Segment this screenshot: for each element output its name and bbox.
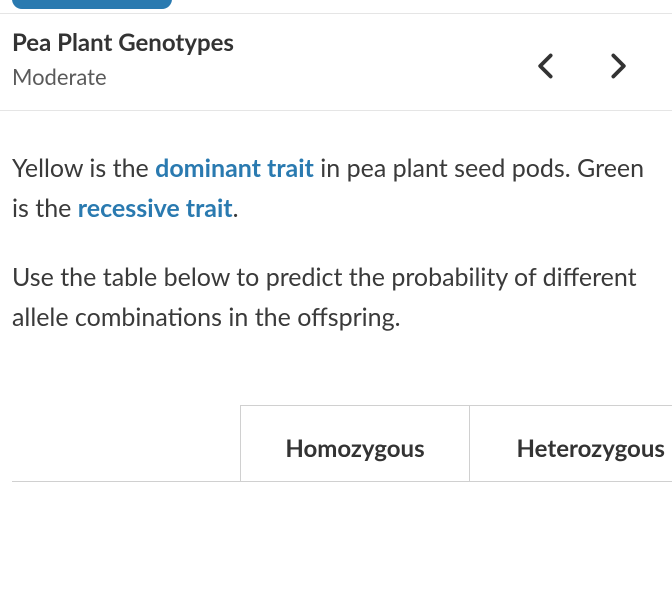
dominant-trait-link[interactable]: dominant trait [155,153,314,183]
paragraph-2: Use the table below to predict the proba… [12,258,660,337]
chevron-right-icon [604,52,632,80]
table-blank-header [12,406,240,482]
question-title: Pea Plant Genotypes [12,28,532,57]
question-body: Yellow is the dominant trait in pea plan… [0,111,672,337]
genotype-table-wrap: Homozygous Heterozygous [12,405,672,482]
question-header: Pea Plant Genotypes Moderate [0,14,672,111]
p1-pre: Yellow is the [12,153,155,183]
table-col-heterozygous: Heterozygous [470,406,672,482]
table-col-homozygous: Homozygous [240,406,470,482]
chevron-left-icon [532,52,560,80]
next-arrow[interactable] [604,52,632,80]
nav-arrows [532,38,660,80]
difficulty-label: Moderate [12,63,532,90]
header-text-block: Pea Plant Genotypes Moderate [12,28,532,90]
table-header-row: Homozygous Heterozygous [12,406,672,482]
paragraph-1: Yellow is the dominant trait in pea plan… [12,149,660,228]
genotype-table: Homozygous Heterozygous [12,405,672,482]
recessive-trait-link[interactable]: recessive trait [78,193,233,223]
top-border-fragment [0,0,672,14]
prev-arrow[interactable] [532,52,560,80]
partial-button-pill[interactable] [12,0,172,9]
p1-post: . [233,193,239,223]
